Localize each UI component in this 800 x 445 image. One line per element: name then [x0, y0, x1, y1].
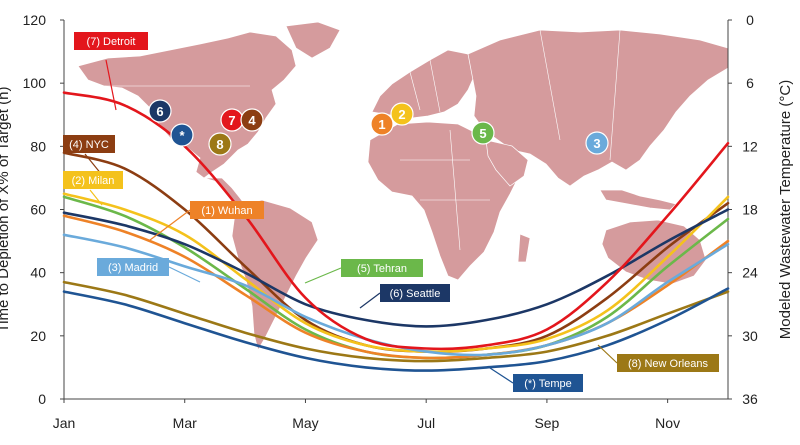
map-border-line: [429, 59, 441, 113]
leader-line: [489, 367, 514, 384]
series-label: (4) NYC: [69, 139, 109, 151]
arabia-shape: [485, 139, 529, 187]
series-label: (*) Tempe: [524, 378, 571, 390]
city-marker: [471, 121, 495, 145]
south-america-shape: [231, 199, 319, 351]
series-label-box: [380, 284, 450, 302]
y-left-tick-label: 20: [30, 328, 46, 344]
city-marker-label: 6: [156, 104, 163, 119]
series-line-*: [62, 287, 730, 372]
series-label-box: [63, 135, 115, 153]
city-marker-label: 2: [398, 107, 405, 122]
map-border-line: [409, 71, 421, 111]
y-right-tick-label: 6: [746, 75, 754, 91]
x-tick-label: Sep: [534, 415, 559, 431]
series-label-box: [97, 258, 169, 276]
leader-line: [597, 344, 618, 364]
greenland-shape: [285, 21, 341, 59]
leader-line: [89, 189, 103, 206]
city-markers: 6 7 4 * 8 12 5 3: [148, 99, 609, 156]
city-marker-label: 8: [216, 137, 223, 152]
x-tick-label: Mar: [173, 415, 197, 431]
y-left-tick-label: 40: [30, 265, 46, 281]
series-label: (8) New Orleans: [628, 358, 709, 370]
series-label: (1) Wuhan: [201, 205, 252, 217]
y-left-tick-label: 0: [38, 391, 46, 407]
australia-shape: [601, 219, 707, 285]
y-right-tick-label: 30: [742, 328, 758, 344]
y-left-tick-label: 80: [30, 138, 46, 154]
indonesia-shape: [599, 189, 677, 211]
series-label-box: [513, 374, 583, 392]
city-marker: [585, 131, 609, 155]
city-marker-label: 3: [593, 136, 600, 151]
leader-line: [304, 267, 342, 284]
x-tick-label: May: [292, 415, 318, 431]
series-label: (6) Seattle: [390, 288, 441, 300]
y-left-tick-label: 120: [23, 12, 47, 28]
series-line-5: [62, 195, 730, 360]
city-marker: [208, 132, 232, 156]
leader-line: [149, 209, 191, 241]
series-label: (2) Milan: [72, 175, 115, 187]
city-marker-label: 5: [479, 126, 486, 141]
city-marker: [390, 102, 414, 126]
city-marker-label: 4: [248, 113, 256, 128]
city-marker-label: *: [179, 128, 185, 143]
y-right-tick-label: 18: [742, 202, 758, 218]
city-marker-label: 1: [378, 117, 385, 132]
map-border-line: [609, 29, 621, 161]
leader-line: [359, 292, 381, 309]
city-marker: [148, 99, 172, 123]
y-right-tick-label: 24: [742, 265, 758, 281]
north-america-shape: [77, 31, 297, 179]
series-lines: [62, 91, 730, 372]
europe-shape: [371, 49, 477, 119]
series-label-box: [63, 171, 123, 189]
y-right-tick-label: 36: [742, 391, 758, 407]
x-tick-label: Nov: [655, 415, 680, 431]
y-right-tick-label: 0: [746, 12, 754, 28]
city-marker: [370, 112, 394, 136]
y-right-axis-title: Modeled Wastewater Temperature (°C): [777, 80, 794, 339]
map-border-line: [539, 29, 561, 141]
series-label: (5) Tehran: [357, 263, 407, 275]
x-tick-label: Jan: [53, 415, 76, 431]
y-left-tick-label: 60: [30, 202, 46, 218]
series-line-2: [62, 192, 730, 354]
series-label: (3) Madrid: [108, 262, 158, 274]
series-label: (7) Detroit: [87, 36, 136, 48]
series-line-8: [62, 280, 730, 363]
leader-line: [105, 59, 117, 111]
series-label-box: [74, 32, 148, 50]
x-tick-label: Jul: [417, 415, 435, 431]
series-labels: (7) Detroit (4) NYC (2) Milan (1) Wuhan (5) …: [63, 32, 719, 392]
city-marker-label: 7: [228, 113, 235, 128]
y-right-tick-label: 12: [742, 138, 758, 154]
madagascar-shape: [517, 233, 531, 263]
series-label-box: [617, 354, 719, 372]
map-border-line: [449, 129, 461, 251]
city-marker: [170, 123, 194, 147]
city-marker: [240, 108, 264, 132]
y-left-tick-label: 100: [23, 75, 47, 91]
series-label-box: [341, 259, 423, 277]
y-left-axis-title: Time to Depletion of X% of Target (h): [0, 87, 12, 333]
series-label-box: [190, 201, 264, 219]
leader-line: [168, 266, 201, 283]
